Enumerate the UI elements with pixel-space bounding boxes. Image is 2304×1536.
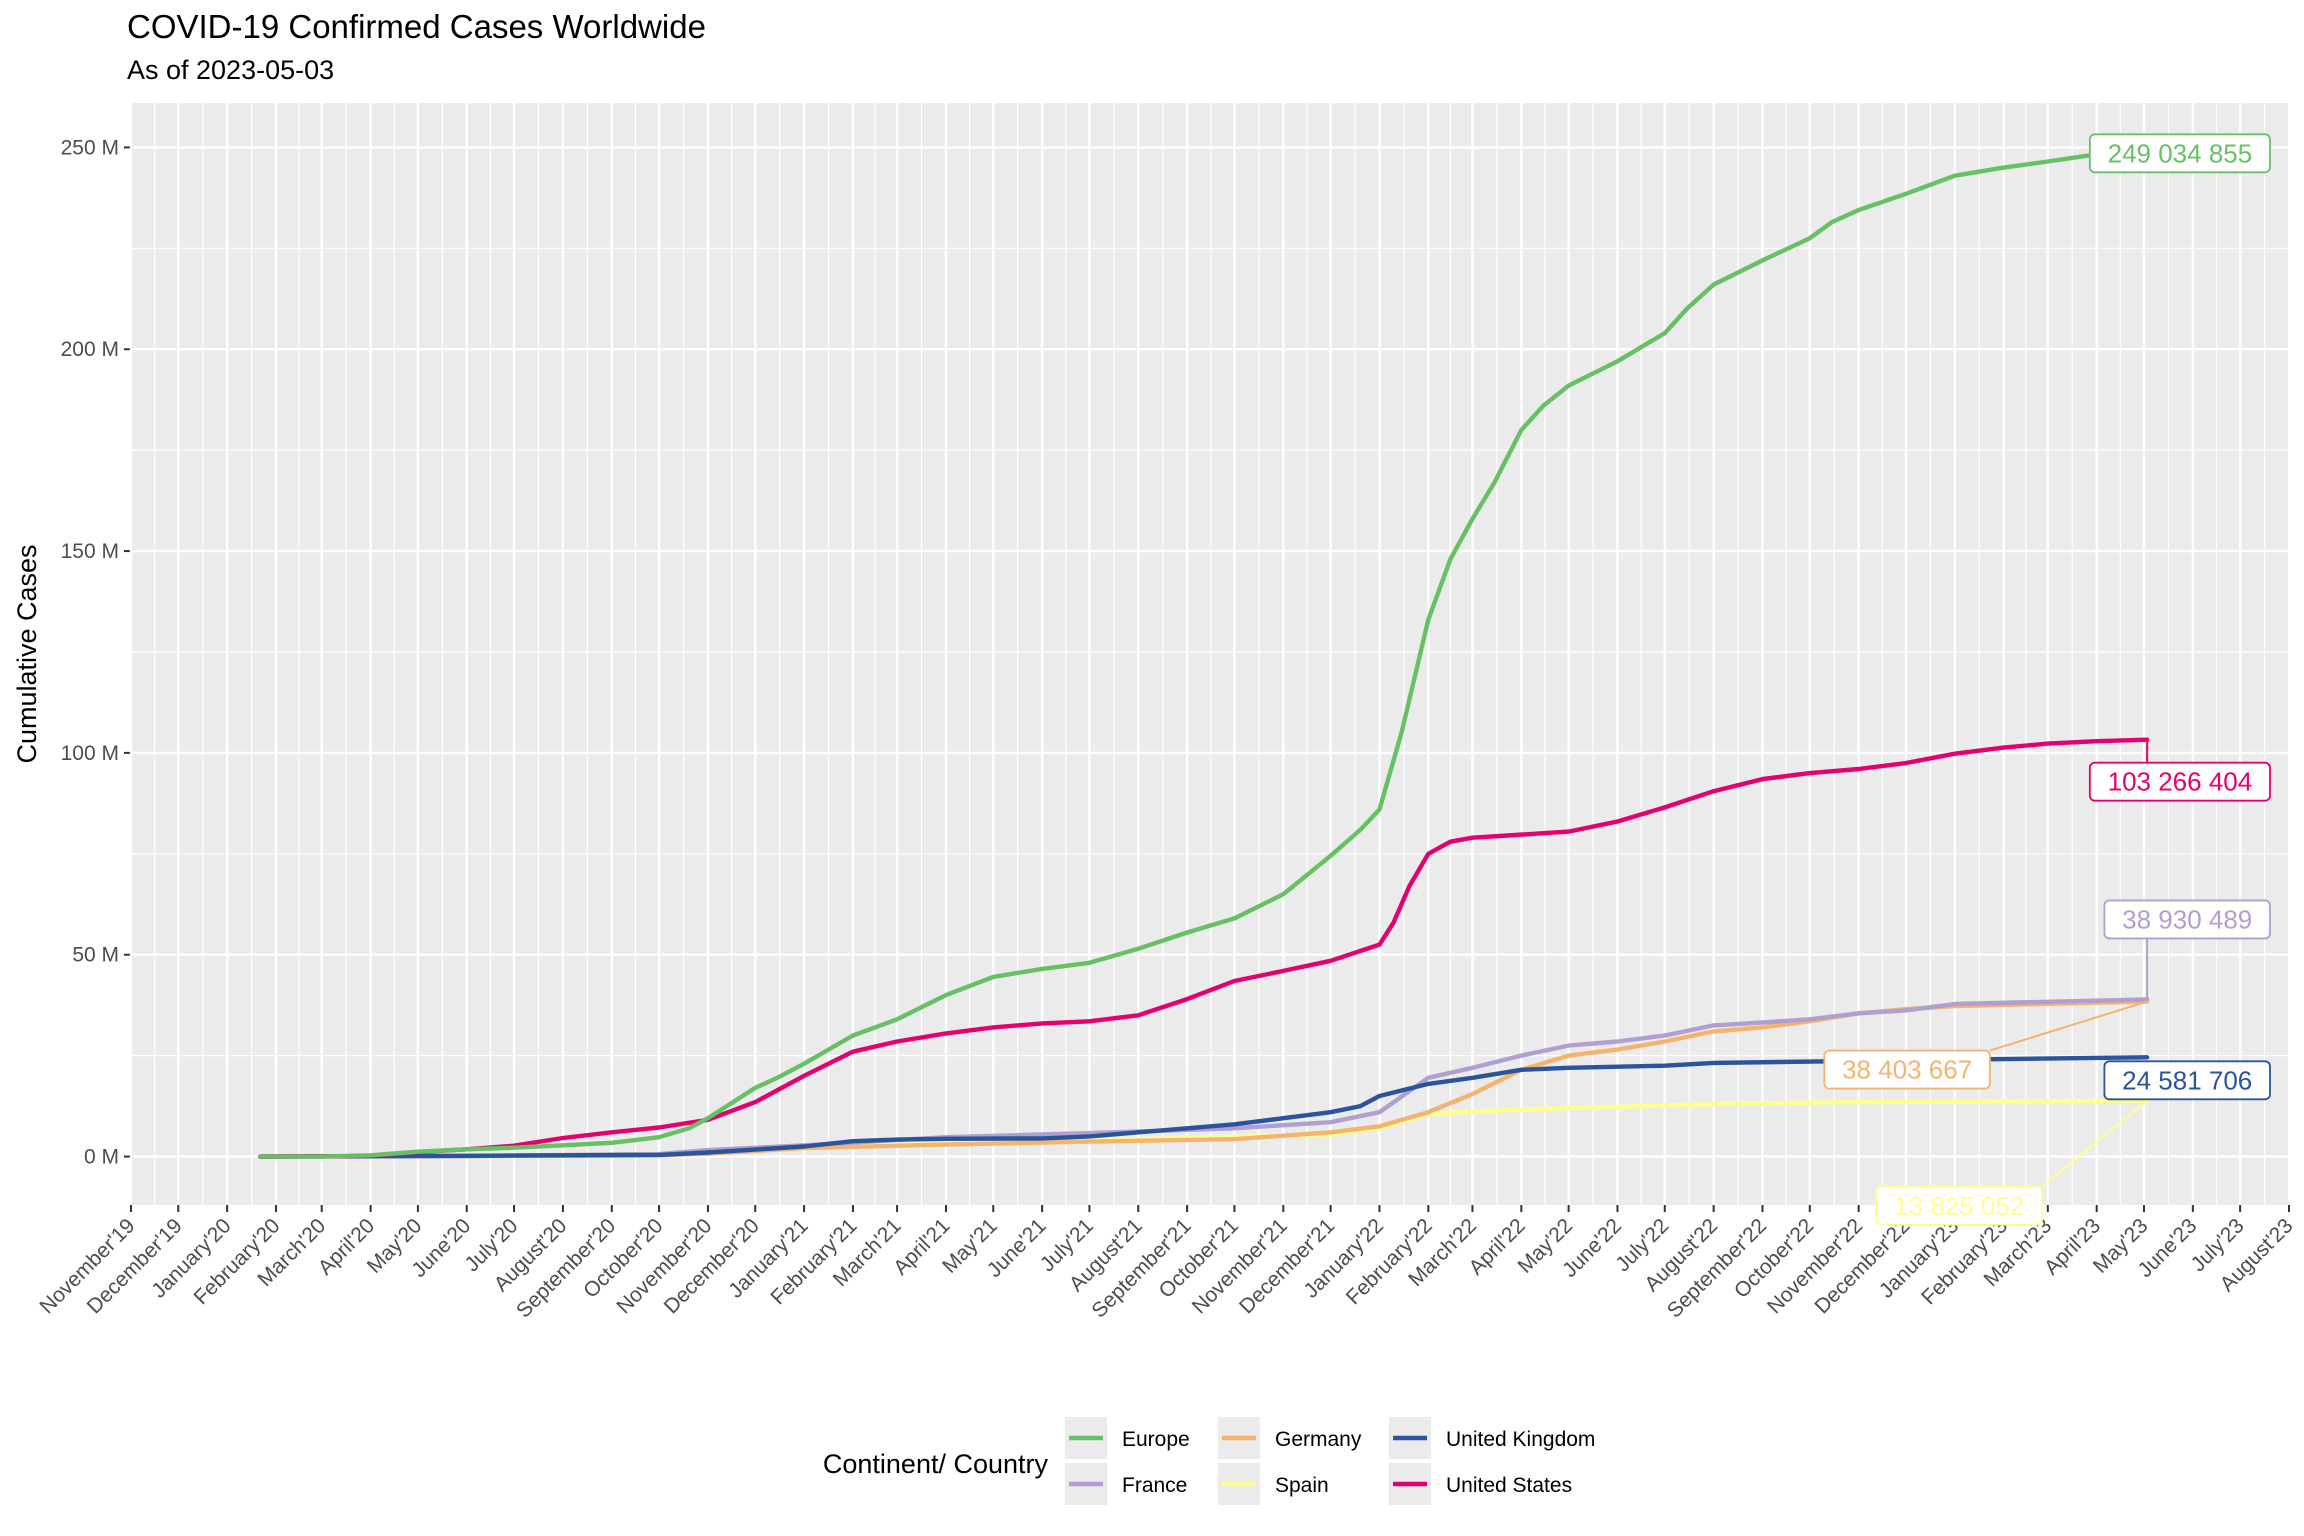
end-label-box	[2088, 761, 2271, 802]
legend-label: Spain	[1275, 1474, 1329, 1497]
legend-label: United Kingdom	[1446, 1428, 1595, 1451]
end-label: 249 034 855	[2108, 138, 2253, 168]
y-axis-title: Cumulative Cases	[12, 544, 42, 763]
end-label: 38 403 667	[1842, 1055, 1972, 1085]
y-tick-label: 50 M	[72, 944, 119, 967]
end-label-connector	[2041, 1099, 2148, 1188]
legend-label: Europe	[1122, 1428, 1190, 1451]
end-label: 24 581 706	[2122, 1065, 2252, 1095]
end-label: 103 266 404	[2108, 767, 2253, 797]
y-tick-label: 150 M	[61, 540, 119, 563]
legend-title: Continent/ Country	[823, 1449, 1049, 1479]
y-tick-label: 100 M	[61, 742, 119, 765]
y-tick-label: 250 M	[61, 136, 119, 159]
series-line-united-states	[258, 737, 2150, 1159]
end-label-box	[2103, 1060, 2271, 1101]
series-line-united-kingdom	[258, 1055, 2150, 1159]
y-tick-label: 0 M	[84, 1146, 119, 1169]
chart-subtitle: As of 2023-05-03	[127, 55, 335, 85]
legend-label: France	[1122, 1474, 1187, 1497]
end-label-box	[2088, 133, 2271, 174]
end-label-connector	[1989, 1000, 2148, 1052]
chart-title: COVID-19 Confirmed Cases Worldwide	[127, 8, 706, 45]
plot-panel	[131, 103, 2289, 1205]
y-tick-label: 200 M	[61, 338, 119, 361]
end-label: 38 930 489	[2122, 904, 2252, 934]
series-line-europe	[258, 149, 2150, 1159]
end-label: 13 825 052	[1894, 1191, 2024, 1221]
end-label-box	[1875, 1185, 2043, 1226]
end-label-box	[2103, 899, 2271, 940]
legend-label: Germany	[1275, 1428, 1362, 1451]
end-label-box	[1823, 1049, 1991, 1090]
legend-label: United States	[1446, 1474, 1572, 1497]
